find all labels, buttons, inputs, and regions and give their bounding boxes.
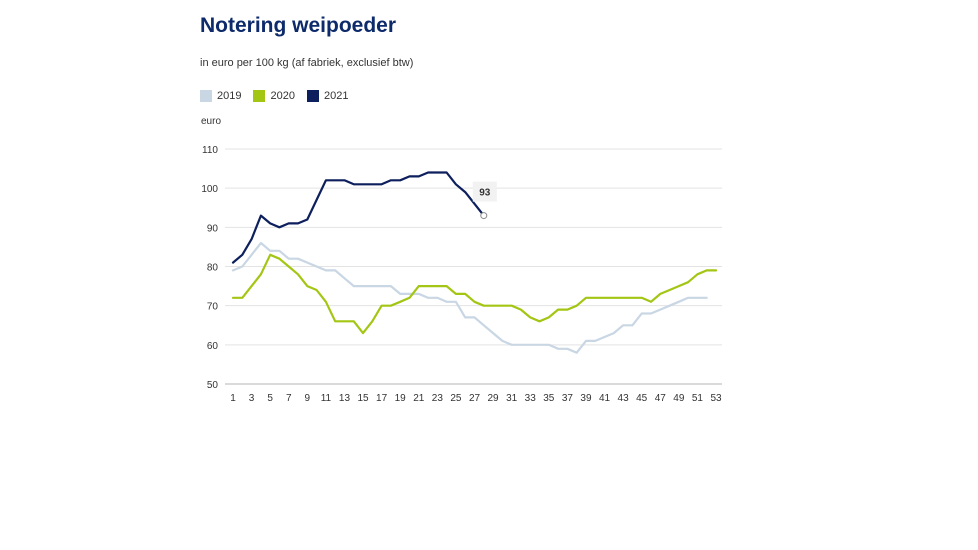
legend-swatch: [306, 90, 319, 102]
x-tick-label: 29: [488, 393, 500, 404]
x-tick-label: 7: [286, 393, 292, 404]
x-tick-label: 13: [339, 393, 351, 404]
x-tick-label: 19: [395, 393, 407, 404]
gridlines: [225, 148, 722, 385]
x-tick-label: 41: [599, 393, 611, 404]
data-label-background: [472, 181, 497, 202]
x-tick-label: 33: [525, 393, 537, 404]
x-tick-label: 21: [413, 393, 425, 404]
x-tick-label: 49: [673, 393, 685, 404]
legend: 2019 2020 2021: [200, 90, 348, 102]
x-tick-label: 27: [469, 393, 481, 404]
x-tick-label: 25: [450, 393, 462, 404]
y-tick-labels: 50 60 70 80 90 100 110: [201, 145, 218, 391]
x-tick-label: 23: [432, 393, 444, 404]
x-tick-label: 39: [580, 393, 592, 404]
legend-label: 2020: [270, 90, 295, 102]
x-tick-labels: 1 3 5 7 9 11 13 15 17 19 21 23 25 27 29 31 33 35 37 39 41 43 4…: [230, 393, 722, 404]
last-point-marker: [480, 212, 488, 220]
x-tick-label: 37: [562, 393, 574, 404]
y-axis-label: euro: [201, 116, 222, 127]
series-line-2021: [231, 171, 485, 264]
legend-item-2021: 2021: [306, 90, 349, 102]
annotations: 93: [472, 181, 497, 220]
x-tick-label: 9: [305, 393, 311, 404]
x-tick-label: 3: [249, 393, 255, 404]
x-tick-label: 11: [321, 393, 332, 404]
y-tick-label: 50: [207, 380, 219, 391]
x-tick-label: 45: [636, 393, 648, 404]
data-label: 93: [479, 188, 491, 199]
legend-label: 2021: [323, 90, 349, 102]
y-tick-label: 90: [207, 223, 219, 234]
legend-label: 2019: [217, 90, 242, 102]
x-tick-label: 51: [692, 393, 704, 404]
x-tick-label: 5: [267, 393, 273, 404]
series-line-2019: [231, 241, 708, 354]
y-tick-label: 80: [207, 263, 219, 274]
legend-item-2020: 2020: [253, 90, 295, 102]
legend-swatch: [200, 90, 212, 102]
x-tick-label: 53: [710, 393, 722, 404]
series-lines: [231, 171, 718, 354]
y-tick-label: 70: [207, 302, 219, 313]
y-tick-label: 60: [207, 341, 219, 352]
x-tick-label: 47: [655, 393, 667, 404]
chart-subtitle: in euro per 100 kg (af fabriek, exclusie…: [200, 57, 414, 69]
legend-swatch: [253, 90, 266, 102]
x-tick-label: 1: [230, 393, 236, 404]
x-tick-label: 15: [357, 393, 369, 404]
x-tick-label: 43: [618, 393, 630, 404]
series-line-2020: [231, 253, 718, 335]
chart-title: Notering weipoeder: [200, 14, 397, 37]
x-tick-label: 31: [506, 393, 518, 404]
legend-item-2019: 2019: [200, 90, 241, 102]
x-tick-label: 17: [376, 393, 388, 404]
y-tick-label: 110: [202, 145, 218, 156]
y-tick-label: 100: [201, 184, 218, 195]
x-tick-label: 35: [543, 393, 555, 404]
